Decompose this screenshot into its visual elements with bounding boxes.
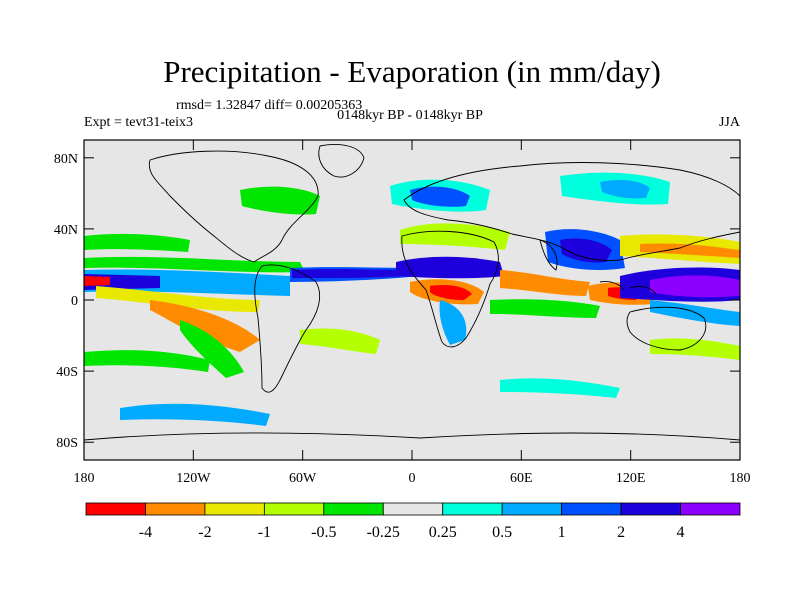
expt-label: Expt = tevt31-teix3 <box>84 115 193 130</box>
colorbar-swatch <box>561 502 622 516</box>
chart-title: Precipitation - Evaporation (in mm/day) <box>163 54 661 89</box>
colorbar-swatch <box>263 502 325 516</box>
colorbar-label: 4 <box>677 524 685 541</box>
axes: 80N 40N 0 40S 80S 180 120W 60W 0 60E 120E 180 <box>54 140 751 486</box>
colorbar-label: -1 <box>258 524 271 541</box>
lon-tick-label: 180 <box>730 471 751 486</box>
colorbar-label: 0.5 <box>492 524 512 541</box>
map-plot <box>84 140 740 460</box>
lat-tick-label: 40N <box>54 223 78 238</box>
coastlines <box>84 144 740 441</box>
colorbar-swatch <box>620 502 681 516</box>
season-label: JJA <box>719 115 741 130</box>
colorbar: -4 -2 -1 -0.5 -0.25 0.25 0.5 1 2 4 <box>85 502 741 541</box>
colorbar-swatch <box>680 502 741 516</box>
colorbar-swatch <box>442 502 503 516</box>
lon-tick-label: 0 <box>409 471 416 486</box>
stats-text: rmsd= 1.32847 diff= 0.00205363 <box>176 98 362 113</box>
lat-tick-label: 0 <box>71 294 78 309</box>
lon-tick-label: 180 <box>74 471 95 486</box>
colorbar-swatch <box>501 502 563 516</box>
colorbar-label: 2 <box>617 524 625 541</box>
colorbar-label: -4 <box>139 524 152 541</box>
colorbar-swatch <box>382 502 444 516</box>
field-patches <box>84 172 740 426</box>
colorbar-swatch <box>85 502 146 516</box>
lon-tick-label: 60W <box>289 471 317 486</box>
colorbar-label: 1 <box>558 524 566 541</box>
lat-tick-label: 80N <box>54 152 78 167</box>
colorbar-label: -0.25 <box>367 524 400 541</box>
lat-tick-label: 80S <box>56 436 78 451</box>
lon-tick-label: 60E <box>510 471 533 486</box>
colorbar-label: 0.25 <box>429 524 457 541</box>
period-label: 0148kyr BP - 0148kyr BP <box>337 108 483 123</box>
colorbar-swatch <box>145 502 206 516</box>
colorbar-label: -0.5 <box>311 524 336 541</box>
lon-tick-label: 120W <box>176 471 211 486</box>
lat-tick-label: 40S <box>56 365 78 380</box>
colorbar-label: -2 <box>198 524 211 541</box>
colorbar-swatch <box>323 502 384 516</box>
lon-tick-label: 120E <box>616 471 646 486</box>
colorbar-swatch <box>204 502 265 516</box>
